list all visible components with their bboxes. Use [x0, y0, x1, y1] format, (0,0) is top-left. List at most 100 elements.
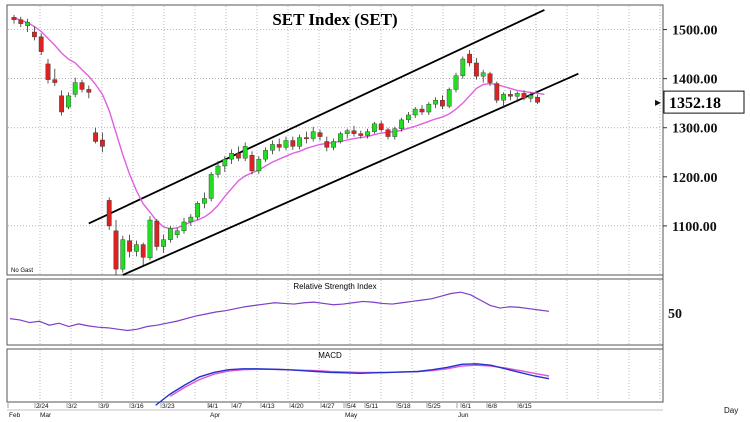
candle-body — [208, 174, 214, 199]
candle — [242, 142, 248, 162]
candle-body — [222, 158, 228, 167]
candle-body — [86, 89, 92, 93]
x-tick-label: 3/2 — [68, 403, 77, 410]
x-tick-label: Apr — [210, 412, 221, 419]
candle — [52, 68, 58, 86]
candle-body — [195, 203, 200, 218]
candle — [358, 130, 364, 139]
candle — [460, 56, 466, 79]
candle-body — [467, 53, 472, 64]
candle-body — [440, 100, 445, 107]
candle-body — [79, 82, 85, 90]
candle-body — [338, 133, 343, 142]
candle — [120, 235, 126, 273]
candle — [412, 107, 418, 118]
candle-body — [120, 239, 126, 270]
candle-body — [270, 144, 275, 151]
candle — [174, 227, 180, 239]
candle — [331, 138, 336, 151]
x-tick-label: 4/1 — [209, 403, 218, 410]
candle — [304, 131, 309, 144]
candle — [501, 92, 506, 109]
candle — [181, 218, 187, 234]
macd-line — [155, 363, 550, 406]
candle — [372, 121, 377, 134]
y-tick-label: 1500.00 — [672, 24, 718, 39]
macd-panel — [6, 348, 664, 403]
x-tick-label: 3/23 — [162, 403, 175, 410]
candle-body — [256, 158, 262, 172]
candle-body — [535, 97, 541, 103]
trend-channel-line — [122, 72, 579, 276]
candle-body — [433, 100, 438, 105]
candle-body — [215, 165, 221, 175]
candle — [161, 234, 166, 253]
y-tick-label: 1400.00 — [672, 73, 718, 88]
candle-body — [32, 31, 37, 38]
candle-body — [406, 114, 411, 121]
x-tick-label: 5/25 — [428, 403, 441, 410]
x-tick-label: 6/8 — [488, 403, 497, 410]
candle-body — [331, 141, 336, 148]
candle — [310, 126, 316, 142]
candle-body — [45, 63, 51, 80]
rsi-title: Relative Strength Index — [293, 282, 376, 291]
candle-body — [365, 131, 370, 136]
candle — [406, 112, 411, 123]
candle — [508, 90, 513, 101]
candle — [514, 91, 520, 103]
x-tick-label: Mar — [40, 412, 52, 419]
trend-channel-line — [88, 9, 545, 225]
candle — [487, 71, 493, 86]
candle — [276, 138, 282, 152]
candle — [201, 192, 207, 209]
candle-body — [453, 75, 459, 90]
candle-body — [487, 73, 493, 83]
candle-body — [25, 21, 30, 26]
y-tick-label: 1200.00 — [672, 171, 718, 186]
candle-body — [344, 130, 350, 134]
candle-body — [167, 228, 173, 240]
candle — [392, 126, 398, 140]
candle — [38, 33, 44, 56]
chart-title: SET Index (SET) — [272, 10, 397, 29]
candle-body — [528, 95, 534, 99]
candle-body — [65, 95, 71, 108]
candle — [467, 50, 472, 67]
candle-body — [276, 144, 282, 148]
candle — [419, 105, 425, 115]
candle-body — [235, 153, 241, 159]
candle — [270, 140, 275, 155]
candle-body — [508, 94, 513, 97]
candle-body — [93, 132, 99, 142]
candle — [195, 201, 200, 221]
candle — [494, 81, 500, 104]
candle — [79, 79, 85, 93]
x-tick-label: May — [345, 412, 358, 419]
macd-signal-line — [169, 364, 550, 397]
candle — [106, 197, 112, 230]
candle — [474, 58, 479, 80]
candle-body — [446, 89, 452, 107]
rsi-panel — [6, 278, 664, 346]
candle — [446, 87, 452, 109]
candle — [399, 117, 404, 132]
x-tick-label: 3/16 — [131, 403, 144, 410]
candle-body — [426, 103, 432, 113]
chart-note: No Gast — [11, 268, 33, 274]
candle — [167, 225, 173, 243]
x-tick-label: Feb — [9, 412, 21, 419]
candle — [140, 242, 146, 266]
candle-body — [113, 230, 119, 270]
candle-body — [263, 150, 268, 160]
candle-body — [351, 130, 357, 134]
x-tick-label: 6/15 — [519, 403, 532, 410]
candle-body — [72, 82, 78, 95]
candle — [32, 26, 37, 41]
candle-body — [181, 221, 187, 232]
candle-body — [501, 94, 506, 101]
candle-body — [399, 119, 404, 129]
candle — [378, 120, 384, 132]
candle-body — [392, 128, 398, 137]
